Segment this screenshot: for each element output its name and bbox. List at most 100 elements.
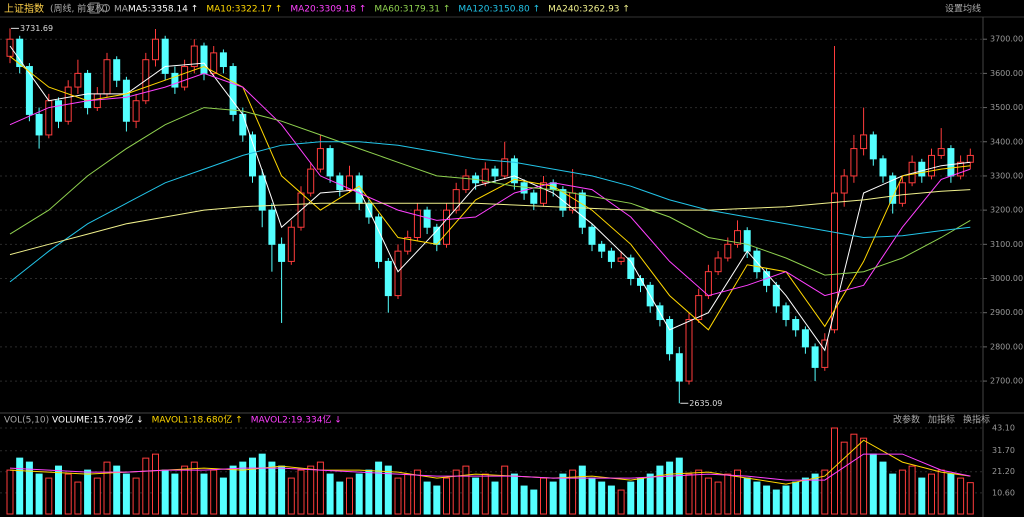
- candle-body: [316, 148, 324, 170]
- volume-bar: [132, 477, 140, 515]
- candle-body: [25, 66, 33, 115]
- ma-line: [9, 45, 971, 352]
- volume-bar: [675, 457, 683, 515]
- volume-bar: [181, 465, 189, 515]
- indicator-button[interactable]: 换指标: [963, 414, 990, 426]
- volume-bar: [45, 477, 53, 515]
- candle-body: [394, 250, 402, 297]
- volume-bar: [443, 477, 450, 515]
- indicator-button[interactable]: 改参数: [893, 414, 920, 426]
- volume-bar: [821, 469, 829, 515]
- y-tick-label: 3200.00: [990, 206, 1023, 215]
- candle-body: [200, 45, 208, 74]
- candle-body: [307, 168, 315, 194]
- volume-bar: [481, 473, 489, 515]
- candle-body: [666, 319, 674, 355]
- candle-body: [35, 113, 43, 136]
- candle-body: [675, 353, 683, 382]
- candle-body: [704, 271, 712, 297]
- volume-bar: [831, 427, 838, 515]
- volume-bar: [74, 481, 82, 515]
- ma-line: [9, 107, 971, 276]
- candle-body: [152, 38, 159, 61]
- volume-bar: [161, 469, 169, 515]
- candle-body: [801, 329, 809, 348]
- volume-bar: [404, 473, 412, 515]
- candle-body: [132, 100, 140, 122]
- volume-bar: [578, 465, 586, 515]
- volume-title: VOL(5,10): [4, 416, 49, 426]
- ma-line: [9, 141, 971, 283]
- legend-entry: MAVOL2:19.334亿 ↓: [251, 414, 342, 426]
- volume-bar: [258, 453, 266, 515]
- candle-body: [734, 230, 741, 245]
- candle-body: [792, 319, 800, 331]
- y-tick-label: 3400.00: [990, 137, 1023, 146]
- candle-body: [607, 250, 615, 262]
- candle-body: [782, 305, 790, 321]
- volume-bar: [869, 453, 877, 515]
- settings-button[interactable]: 设置均线: [945, 3, 981, 15]
- volume-bar: [569, 469, 577, 515]
- volume-bar: [734, 469, 741, 515]
- settings-icon[interactable]: [102, 4, 110, 12]
- legend-entry: MA20:3309.18 ↑: [290, 5, 366, 15]
- volume-bar: [947, 473, 955, 515]
- candle-body: [103, 59, 111, 95]
- volume-bar: [64, 473, 72, 515]
- candle-body: [74, 72, 82, 88]
- candle-body: [898, 182, 906, 204]
- ma-line: [9, 189, 971, 256]
- volume-bar: [549, 481, 557, 515]
- candle-body: [714, 257, 722, 273]
- candle-body: [413, 209, 421, 238]
- volume-bar: [714, 481, 722, 515]
- volume-bar: [287, 477, 295, 515]
- volume-bar: [249, 457, 256, 515]
- candle-body: [811, 346, 819, 368]
- candle-body: [559, 189, 567, 211]
- volume-bar: [743, 477, 751, 515]
- candle-body: [850, 148, 858, 177]
- candle-body: [966, 154, 974, 163]
- indicator-button[interactable]: 加指标: [928, 414, 955, 426]
- volume-bar: [346, 477, 353, 515]
- volume-bar: [957, 477, 965, 515]
- y-tick-label: 3700.00: [990, 35, 1023, 44]
- volume-bar: [695, 469, 703, 515]
- candle-body: [452, 189, 460, 211]
- y-tick-label: 3500.00: [990, 103, 1023, 112]
- candle-body: [161, 38, 169, 74]
- candle-body: [181, 66, 189, 88]
- volume-bar: [394, 477, 402, 515]
- volume-bar: [666, 461, 674, 515]
- candle-body: [510, 158, 518, 184]
- volume-bar: [268, 461, 276, 515]
- volume-bar: [763, 485, 771, 515]
- candle-body: [229, 66, 237, 115]
- candle-body: [957, 161, 965, 177]
- candle-body: [627, 257, 635, 280]
- y-tick-label: 31.70: [992, 446, 1015, 455]
- volume-bar: [491, 481, 499, 515]
- volume-bar: [316, 461, 324, 515]
- legend-entry: MA5:3358.14 ↑: [128, 5, 198, 15]
- candle-body: [501, 158, 509, 177]
- candle-body: [462, 175, 470, 191]
- candle-body: [122, 79, 130, 122]
- volume-bar: [889, 473, 897, 515]
- volume-bar: [792, 481, 800, 515]
- volume-bar: [452, 469, 460, 515]
- y-tick-label: 2800.00: [990, 342, 1023, 351]
- volume-bar: [200, 473, 208, 515]
- candle-body: [6, 38, 14, 57]
- candle-body: [772, 284, 780, 307]
- volume-bar: [472, 477, 480, 515]
- candle-body: [598, 243, 606, 252]
- volume-bar: [171, 473, 179, 515]
- volume-bar: [966, 482, 974, 515]
- candle-body: [578, 192, 586, 228]
- volume-bar: [879, 461, 887, 515]
- help-icon[interactable]: [89, 2, 100, 14]
- volume-bar: [190, 461, 198, 515]
